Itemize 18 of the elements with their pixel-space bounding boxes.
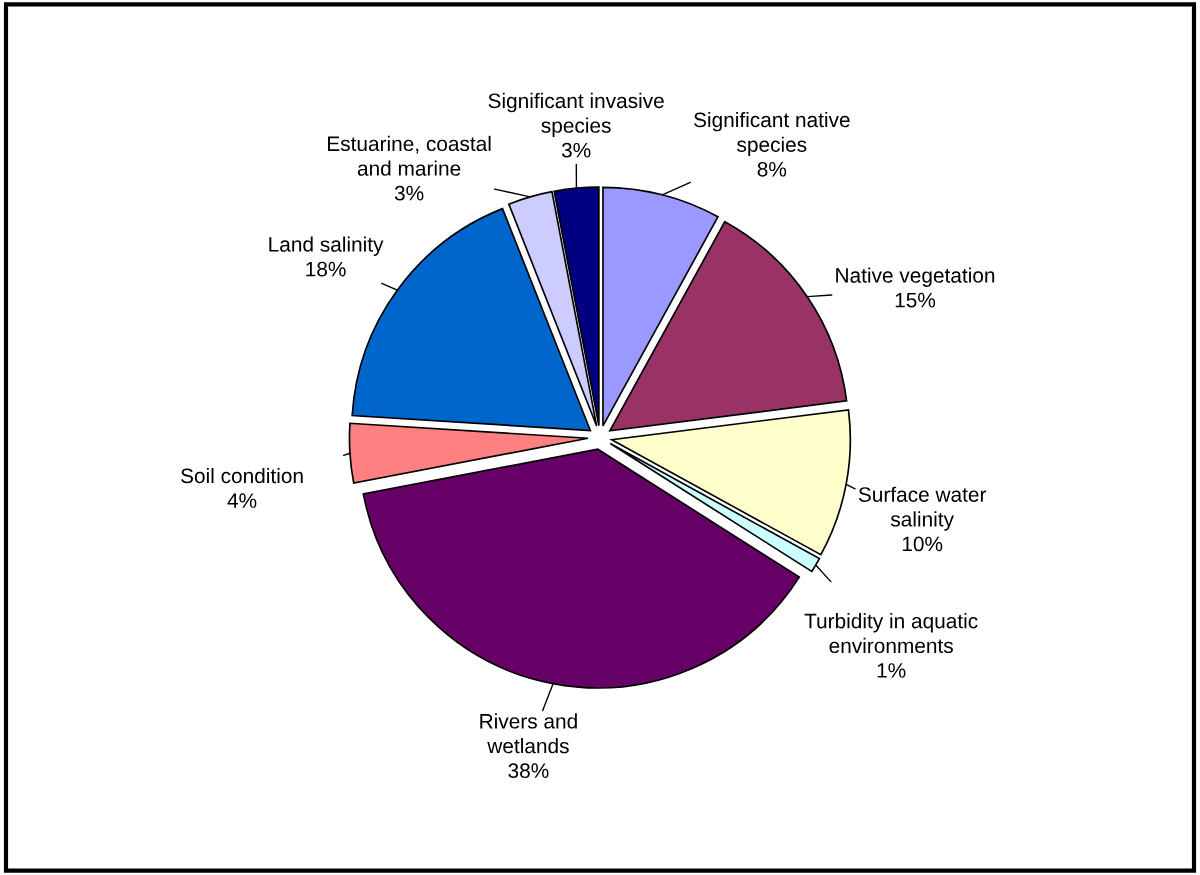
slice-label: Estuarine, coastal and marine [328,135,491,176]
data-label: 4% [227,493,257,508]
slice-label: Rivers and wetlands [480,713,577,754]
slice-label: Land salinity [269,236,384,256]
slice-label: Surface water salinity [858,486,987,531]
slice-label: Soil condition [181,467,303,484]
data-label: 38% [508,763,549,779]
data-label: 3% [561,142,591,158]
data-label: 1% [877,663,906,678]
data-label: 3% [394,185,424,201]
data-label: 18% [306,261,346,277]
slice-label: Native vegetation [836,267,995,287]
slice-label: Significant native species [694,111,850,157]
data-label: 8% [757,161,787,177]
data-label: 10% [902,536,943,552]
slice-label: Turbidity in aquatic environments [804,613,978,654]
data-label: 15% [895,292,936,308]
slice-label: Significant invasive species [488,92,664,137]
